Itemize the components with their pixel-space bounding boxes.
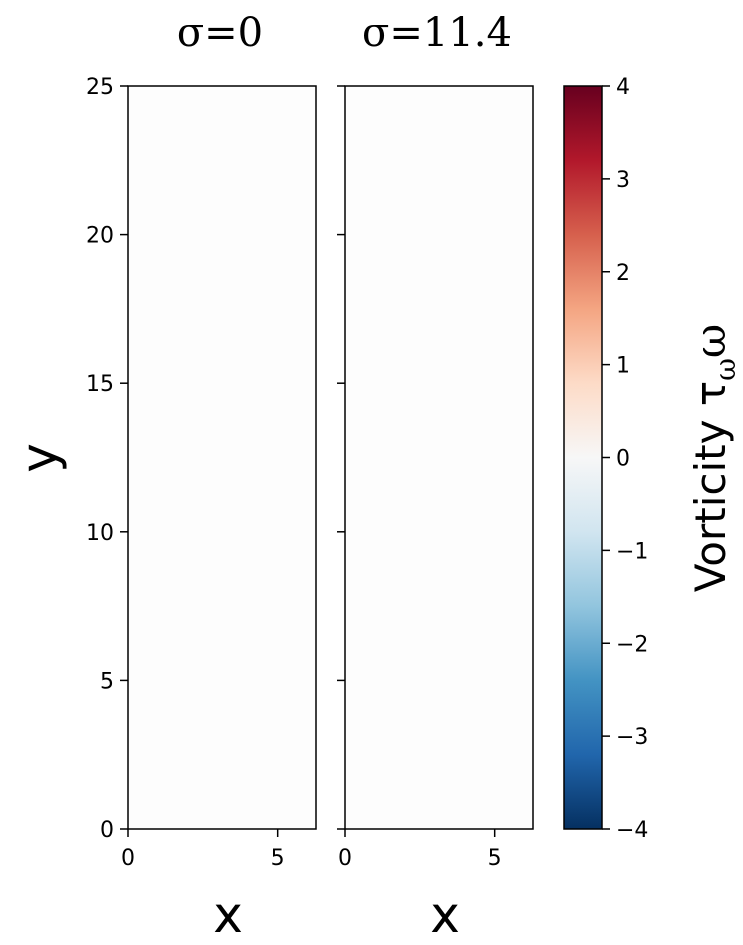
colorbar-tick-label: 4	[616, 75, 630, 100]
x-tick-label: 0	[121, 846, 135, 871]
heatmap-field	[344, 85, 534, 830]
colorbar-tick-label: 0	[616, 447, 630, 472]
colorbar-tick-label: −1	[616, 539, 648, 564]
colorbar-gradient	[563, 85, 603, 830]
y-tick-label: 0	[100, 818, 114, 843]
y-tick-label: 5	[100, 669, 114, 694]
y-axis-label: y	[10, 443, 68, 473]
heatmap-field	[127, 85, 317, 830]
colorbar-tick-label: −4	[616, 818, 648, 843]
x-axis-label: x	[430, 886, 460, 944]
y-tick-label: 25	[86, 75, 114, 100]
colorbar-label: Vorticity τωω	[686, 324, 742, 592]
colorbar-tick-label: −3	[616, 725, 648, 750]
x-tick-label: 0	[338, 846, 352, 871]
panel-title: σ=0	[177, 10, 263, 56]
y-tick-label: 10	[86, 521, 114, 546]
x-tick-label: 5	[488, 846, 502, 871]
y-axis-ticks	[337, 85, 345, 830]
colorbar-tick-label: 2	[616, 261, 630, 286]
colorbar-tick-label: 3	[616, 168, 630, 193]
colorbar-tick-label: −2	[616, 632, 648, 657]
y-tick-label: 20	[86, 224, 114, 249]
panel-title: σ=11.4	[362, 10, 512, 56]
colorbar-label-tail: ω	[686, 324, 735, 358]
y-axis-ticks: 0 5 10 15 20 25	[86, 75, 128, 843]
colorbar-label-sub: ω	[709, 358, 742, 381]
x-axis-label: x	[213, 886, 243, 944]
colorbar-tick-label: 1	[616, 354, 630, 379]
colorbar-ticks: 4 3 2 1 0 −1 −2 −3 −4	[602, 75, 648, 843]
colorbar-label-main: Vorticity τ	[686, 381, 735, 592]
x-tick-label: 5	[271, 846, 285, 871]
y-tick-label: 15	[86, 372, 114, 397]
